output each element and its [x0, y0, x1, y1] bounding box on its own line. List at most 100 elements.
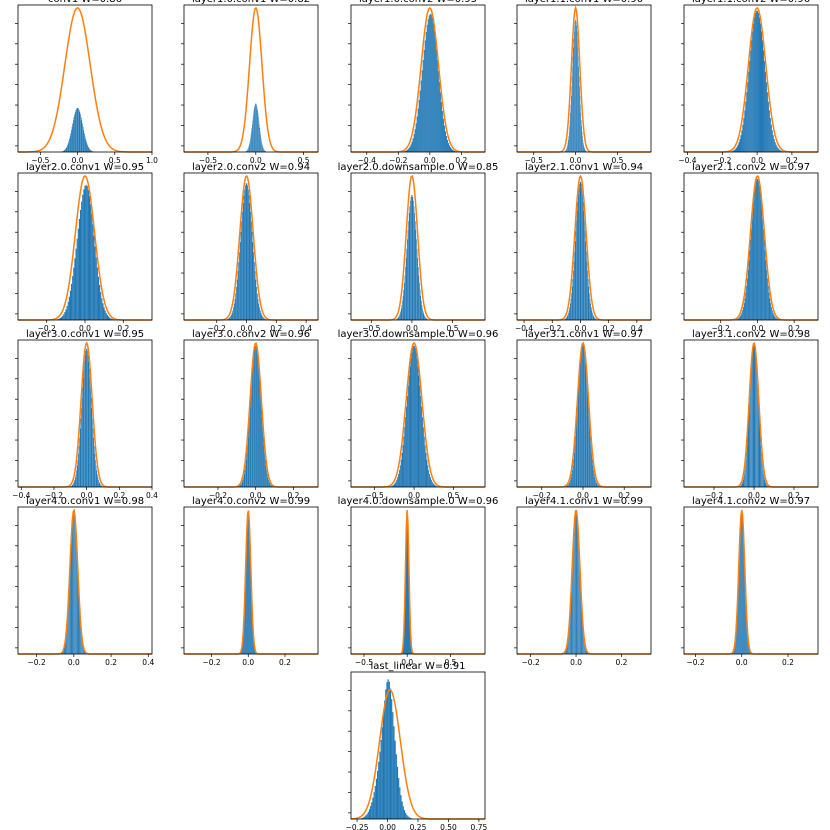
- histogram-bar: [409, 146, 411, 152]
- subplot-title: layer2.1.conv1 W=0.94: [525, 162, 643, 173]
- histogram-bar: [93, 446, 95, 487]
- histogram-bar: [416, 239, 417, 320]
- histogram-bar: [571, 293, 572, 320]
- histogram-bar: [444, 131, 446, 152]
- histogram-bar: [757, 178, 759, 320]
- histogram-bar: [85, 138, 87, 152]
- histogram-bar: [79, 437, 80, 487]
- histogram-bar: [98, 481, 100, 487]
- histogram-bar: [755, 357, 757, 487]
- histogram-bar: [758, 416, 760, 487]
- histogram-bar: [741, 484, 742, 487]
- histogram-bar: [747, 436, 748, 487]
- subplot-19: −0.2 0.0 0.2 layer4.1.conv1 W=0.99: [514, 496, 652, 667]
- histogram-bar: [248, 189, 249, 320]
- histogram-bar: [586, 384, 588, 487]
- histogram-bar: [573, 270, 574, 320]
- x-tick-label: 0.2: [782, 658, 794, 667]
- x-tick-label: 0.0: [751, 324, 763, 333]
- histogram-bar: [252, 242, 254, 320]
- histogram-bar: [746, 278, 748, 320]
- histogram-bar: [245, 459, 247, 487]
- histogram-bar: [405, 258, 407, 320]
- histogram-bar: [768, 110, 770, 152]
- x-tick-label: 0.2: [616, 658, 628, 667]
- subplot-12: −0.2 0.0 0.2 layer3.0.conv2 W=0.96: [181, 329, 319, 500]
- histogram-bar: [374, 786, 376, 819]
- histogram-bar: [584, 357, 586, 487]
- x-tick-label: 0.5: [448, 491, 460, 500]
- histogram-bar: [78, 453, 79, 487]
- histogram-bar: [752, 31, 754, 152]
- histogram-bar: [745, 465, 746, 487]
- subplot-title: layer1.1.conv1 W=0.90: [525, 0, 643, 5]
- x-tick-label: 0.2: [287, 491, 299, 500]
- histogram-bar: [453, 150, 455, 152]
- histogram-bar: [393, 484, 395, 487]
- histogram-bar: [394, 483, 396, 487]
- histogram-bar: [570, 479, 571, 487]
- histogram-bar: [255, 345, 256, 487]
- histogram-bar: [253, 358, 254, 487]
- x-tick-label: −0.2: [543, 324, 561, 333]
- histogram-bar: [776, 318, 778, 320]
- histogram-bar: [745, 101, 747, 152]
- histogram-bar: [424, 40, 426, 152]
- histogram-bar: [413, 200, 414, 320]
- histogram-bar: [381, 727, 383, 819]
- histogram-bar: [585, 365, 587, 487]
- histogram-bar: [748, 416, 750, 487]
- subplot-4: −0.5 0.0 0.5 layer1.1.conv1 W=0.90: [514, 0, 652, 165]
- histogram-bar: [571, 286, 573, 320]
- histogram-bar: [741, 312, 743, 320]
- histogram-bar: [758, 13, 760, 152]
- histogram-bar: [86, 186, 88, 320]
- histogram-bar: [573, 452, 575, 487]
- histogram-bar: [101, 485, 102, 487]
- histogram-bar: [734, 149, 736, 152]
- subplot-20: −0.2 0.0 0.2 layer4.1.conv2 W=0.97: [681, 496, 819, 667]
- histogram-bar: [744, 469, 746, 487]
- histogram-bar: [410, 196, 412, 320]
- histogram-bar: [768, 292, 770, 320]
- histogram-bar: [566, 486, 567, 487]
- histogram-bar: [577, 394, 579, 487]
- histogram-bar: [92, 428, 94, 487]
- histogram-bar: [409, 817, 411, 819]
- histogram-bar: [591, 310, 593, 320]
- histogram-bar: [415, 230, 417, 320]
- histogram-bar: [775, 317, 776, 320]
- histogram-bar: [421, 305, 423, 320]
- histogram-bar: [764, 71, 766, 152]
- histogram-bar: [409, 366, 411, 487]
- histogram-bar: [110, 318, 112, 320]
- histogram-bar: [450, 148, 452, 152]
- histogram-bar: [765, 483, 767, 487]
- histogram-bar: [426, 24, 428, 152]
- histogram-bar: [405, 267, 406, 320]
- histogram-bar: [400, 308, 402, 320]
- histogram-bar: [67, 145, 68, 152]
- histogram-bar: [249, 417, 250, 487]
- histogram-bar: [748, 71, 750, 152]
- histogram-bar: [398, 316, 400, 320]
- histogram-bar: [66, 146, 68, 152]
- histogram-bar: [570, 298, 572, 320]
- histogram-bar: [564, 319, 566, 320]
- x-tick-label: −0.4: [358, 156, 376, 165]
- histogram-bar: [430, 14, 432, 153]
- histogram-bar: [87, 189, 89, 320]
- histogram-bar: [595, 318, 596, 320]
- histogram-bar: [754, 346, 756, 487]
- histogram-bar: [81, 397, 83, 487]
- histogram-bar: [436, 59, 438, 153]
- histogram-bar: [82, 387, 83, 487]
- histogram-bar: [575, 230, 577, 320]
- x-tick-label: −0.5: [199, 156, 217, 165]
- axes-frame: [17, 339, 153, 488]
- subplot-title: layer4.1.conv1 W=0.99: [525, 496, 643, 507]
- histogram-bar: [767, 278, 768, 320]
- histogram-bar: [774, 316, 776, 320]
- histogram-bar: [425, 317, 426, 320]
- histogram-bar: [742, 124, 744, 152]
